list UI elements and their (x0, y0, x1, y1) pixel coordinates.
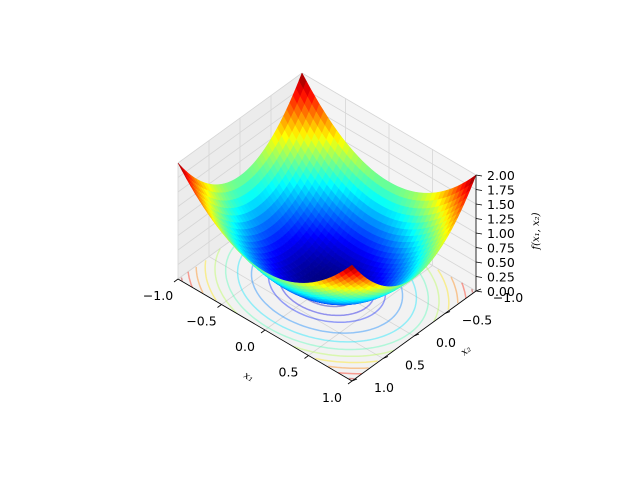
contour-line (328, 365, 369, 370)
grid-line (301, 101, 477, 205)
contour-line (471, 289, 474, 293)
tick-mark (382, 356, 389, 359)
tick-mark (475, 290, 483, 293)
contour-line (450, 276, 459, 304)
tick-mark (217, 304, 222, 308)
tick-mark (413, 333, 420, 337)
contour-line (416, 256, 440, 322)
tick-mark (475, 261, 483, 264)
y-axis-label: x₂ (459, 344, 473, 359)
tick-mark (475, 288, 482, 292)
x-tick-label: 0.5 (279, 365, 299, 380)
grid-line (177, 87, 303, 178)
tick-mark (351, 378, 358, 382)
tick-mark (475, 218, 483, 220)
contour-line (195, 266, 204, 294)
contour-line (180, 277, 183, 281)
z-tick-label: 2.00 (487, 168, 515, 183)
y-tick-label: −0.5 (462, 313, 492, 328)
x-tick-label: −0.5 (186, 314, 216, 329)
tick-mark (475, 232, 483, 235)
x-tick-label: 1.0 (322, 390, 342, 405)
z-tick-label: 0.50 (487, 255, 515, 270)
tick-mark (304, 355, 309, 359)
contour-line (187, 271, 193, 288)
z-tick-label: 0.25 (487, 270, 515, 285)
tick-mark (475, 174, 483, 177)
z-tick-label: 1.75 (487, 183, 515, 198)
y-tick-label: 1.0 (374, 380, 394, 395)
y-tick-label: −1.0 (493, 290, 523, 305)
tick-labels: −1.0−0.50.00.51.0−1.0−0.50.00.51.00.000.… (143, 168, 523, 405)
tick-mark (475, 203, 483, 206)
tick-mark (444, 311, 451, 314)
contour-line (437, 269, 450, 310)
contour-line (293, 345, 394, 358)
contour-line (337, 371, 362, 375)
y-tick-label: 0.0 (436, 335, 456, 350)
contour-line (461, 282, 467, 299)
z-tick-label: 0.75 (487, 241, 515, 256)
z-tick-label: 1.25 (487, 212, 515, 227)
contour-line (214, 248, 238, 314)
grid-line (208, 256, 384, 359)
tick-mark (347, 380, 353, 385)
grid-line (177, 72, 303, 164)
y-tick-label: 0.5 (405, 358, 425, 373)
grid-line (301, 72, 477, 176)
surface-patch (364, 285, 373, 291)
x-tick-label: 0.0 (235, 339, 255, 354)
contour-line (315, 357, 378, 364)
x-axis-label: x₁ (242, 370, 256, 384)
tick-mark (475, 247, 483, 249)
grid-line (301, 87, 477, 190)
z-tick-label: 1.00 (487, 226, 515, 241)
tick-mark (475, 189, 483, 191)
z-axis-label: f(x₁, x₂) (531, 212, 542, 250)
tick-mark (173, 278, 179, 283)
surface-mesh (177, 72, 477, 306)
z-tick-label: 0.00 (487, 284, 515, 299)
contour-line (204, 260, 217, 301)
tick-mark (260, 329, 266, 334)
tick-mark (475, 276, 483, 278)
grid-line (177, 101, 303, 193)
z-tick-label: 1.50 (487, 197, 515, 212)
x-tick-label: −1.0 (143, 288, 173, 303)
